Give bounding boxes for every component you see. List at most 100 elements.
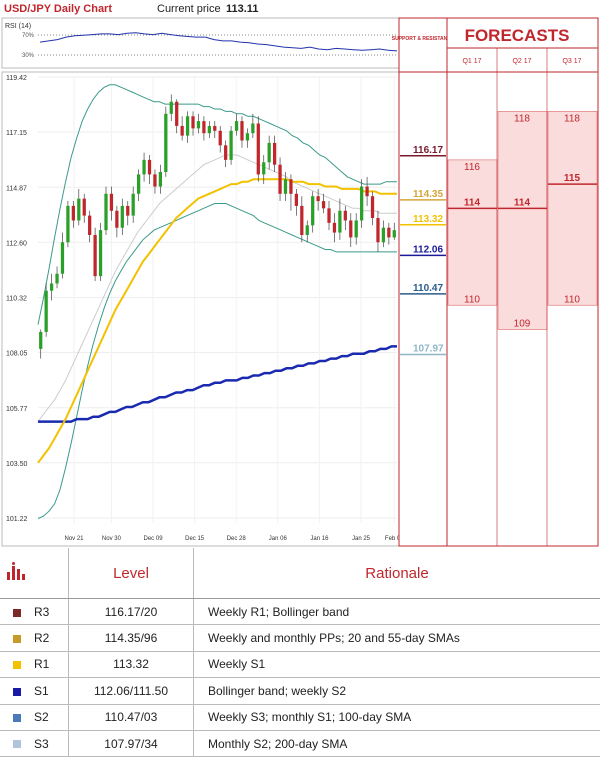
candle-body (99, 230, 102, 276)
candle-body (273, 143, 276, 165)
level-name: S1 (34, 678, 69, 704)
candle-body (289, 179, 292, 194)
chart-title: USD/JPY Daily Chart (4, 3, 112, 15)
candle-body (322, 201, 325, 208)
candle-body (376, 218, 379, 242)
level-rationale: Weekly and monthly PPs; 20 and 55-day SM… (194, 625, 600, 651)
level-color-swatch (13, 688, 21, 696)
y-tick-label: 114.87 (6, 185, 27, 192)
level-value: 107.97/34 (69, 730, 194, 756)
level-rationale: Monthly S2; 200-day SMA (194, 730, 600, 756)
candle-body (365, 187, 368, 197)
table-row: R2 114.35/96 Weekly and monthly PPs; 20 … (0, 625, 600, 651)
candle-body (153, 174, 156, 186)
level-rationale: Weekly S1 (194, 651, 600, 677)
forecast-high-label: 116 (464, 162, 480, 173)
candle-body (219, 131, 222, 146)
level-value: 110.47/03 (69, 704, 194, 730)
candle-body (295, 194, 298, 206)
level-rationale: Bollinger band; weekly S2 (194, 678, 600, 704)
candle-body (284, 179, 287, 194)
candle-body (126, 206, 129, 216)
forecast-mid-label: 115 (564, 173, 581, 184)
y-tick-label: 105.77 (6, 406, 28, 413)
candle-body (240, 121, 243, 140)
price-panel (2, 72, 399, 546)
forecast-quarter-label: Q2 17 (512, 58, 531, 65)
table-level-header: Level (69, 548, 194, 599)
candle-body (393, 230, 396, 237)
forecast-low-label: 109 (514, 318, 531, 329)
candle-body (382, 228, 385, 243)
level-name: R2 (34, 625, 69, 651)
x-tick-label: Dec 15 (185, 536, 205, 542)
forecast-range-bar (548, 111, 597, 305)
candle-body (61, 242, 64, 274)
candle-body (213, 126, 216, 131)
sr-level-label: 110.47 (413, 283, 443, 294)
forecast-quarter-label: Q1 17 (462, 58, 481, 65)
candle-body (278, 165, 281, 194)
sr-level-label: 107.97 (413, 343, 444, 354)
level-rationale: Weekly R1; Bollinger band (194, 599, 600, 625)
table-row: S2 110.47/03 Weekly S3; monthly S1; 100-… (0, 704, 600, 730)
sr-header: SUPPORT & RESISTANCE (392, 36, 455, 42)
candle-body (50, 283, 53, 290)
candle-body (104, 194, 107, 230)
candle-body (387, 228, 390, 238)
level-color-swatch (13, 609, 21, 617)
current-price-label: Current price (157, 3, 221, 15)
sr-level-label: 113.32 (413, 214, 443, 225)
candle-body (159, 172, 162, 187)
candle-body (251, 124, 254, 134)
chart-area: USD/JPY Daily Chart Current price 113.11… (0, 0, 600, 548)
candle-body (186, 116, 189, 135)
y-tick-label: 112.60 (6, 240, 27, 247)
candle-body (148, 160, 151, 175)
level-name: S2 (34, 704, 69, 730)
forecast-high-label: 118 (514, 113, 530, 124)
candle-body (137, 174, 140, 193)
candle-body (268, 143, 271, 162)
x-tick-label: Nov 30 (102, 536, 122, 542)
x-tick-label: Dec 09 (144, 536, 164, 542)
sr-level-label: 112.06 (413, 244, 443, 255)
candle-body (77, 199, 80, 221)
level-name: S3 (34, 730, 69, 756)
candle-body (349, 220, 352, 237)
forecast-low-label: 110 (564, 294, 580, 305)
candle-body (316, 196, 319, 201)
candle-body (191, 116, 194, 128)
forecast-range-bar (498, 111, 547, 329)
candle-body (306, 225, 309, 235)
level-value: 113.32 (69, 651, 194, 677)
y-tick-label: 103.50 (6, 461, 28, 468)
level-value: 114.35/96 (69, 625, 194, 651)
y-tick-label: 108.05 (6, 351, 28, 358)
candle-body (229, 131, 232, 160)
sr-level-label: 114.35 (413, 189, 443, 200)
y-tick-label: 110.32 (6, 296, 27, 303)
table-row: R1 113.32 Weekly S1 (0, 651, 600, 677)
forecast-high-label: 118 (564, 113, 580, 124)
table-row: S3 107.97/34 Monthly S2; 200-day SMA (0, 730, 600, 756)
candle-body (170, 102, 173, 114)
candle-body (338, 211, 341, 233)
candle-body (164, 114, 167, 172)
rsi-tick-70: 70% (22, 33, 35, 39)
current-price: 113.11 (226, 3, 258, 15)
candle-body (246, 133, 249, 140)
y-tick-label: 101.22 (6, 516, 28, 523)
table-icon-cell (0, 548, 34, 599)
candle-body (371, 196, 374, 218)
table-row: R3 116.17/20 Weekly R1; Bollinger band (0, 599, 600, 625)
level-color-swatch (13, 635, 21, 643)
level-color-swatch (13, 661, 21, 669)
candle-body (197, 121, 200, 128)
candle-body (93, 235, 96, 276)
forecasts-title: FORECASTS (465, 26, 570, 45)
candle-body (224, 145, 227, 160)
forecast-mid-label: 114 (514, 197, 531, 208)
candle-body (132, 194, 135, 216)
